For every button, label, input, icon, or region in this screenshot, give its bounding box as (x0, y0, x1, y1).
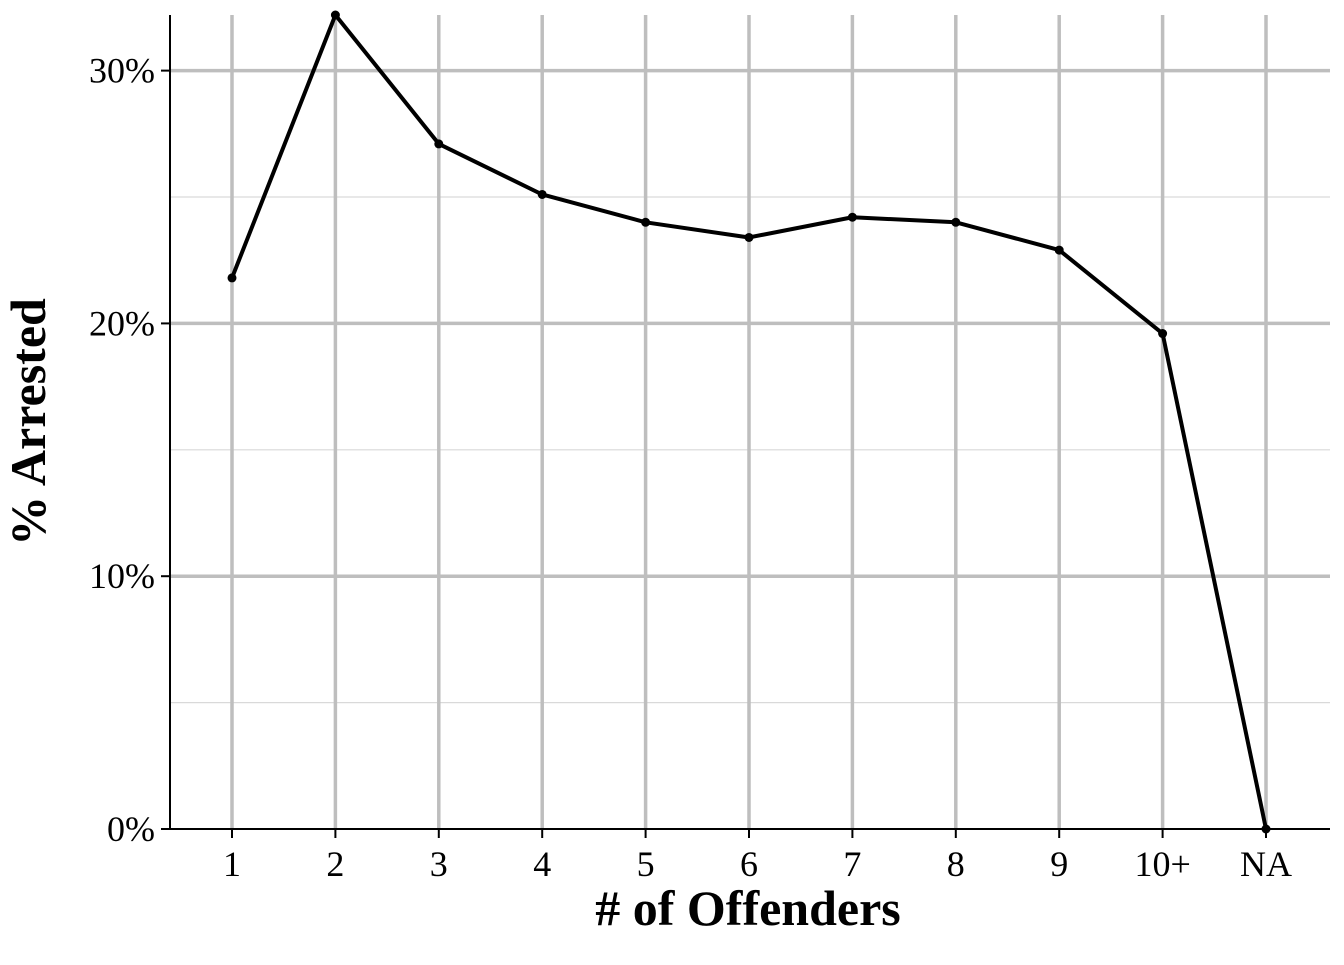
x-axis-title: # of Offenders (595, 880, 901, 936)
y-tick-label: 0% (107, 809, 155, 849)
x-tick-label: 4 (533, 844, 551, 884)
data-point (227, 273, 237, 283)
x-tick-label: NA (1240, 844, 1292, 884)
data-point (951, 217, 961, 227)
series (227, 10, 1271, 834)
data-point (744, 232, 754, 242)
grid (170, 15, 1330, 829)
axes (161, 15, 1330, 838)
x-tick-label: 9 (1050, 844, 1068, 884)
x-tick-label: 7 (843, 844, 861, 884)
data-point (1158, 329, 1168, 339)
x-tick-label: 8 (947, 844, 965, 884)
y-tick-label: 20% (89, 303, 155, 343)
x-tick-label: 2 (326, 844, 344, 884)
x-tick-label: 1 (223, 844, 241, 884)
x-tick-label: 10+ (1134, 844, 1190, 884)
data-point (330, 10, 340, 20)
data-point (641, 217, 651, 227)
y-tick-label: 10% (89, 556, 155, 596)
data-point (1261, 824, 1271, 834)
y-axis-title: % Arrested (0, 298, 56, 546)
data-point (537, 189, 547, 199)
data-point (1054, 245, 1064, 255)
x-tick-label: 5 (637, 844, 655, 884)
data-point (847, 212, 857, 222)
x-tick-label: 3 (430, 844, 448, 884)
x-tick-label: 6 (740, 844, 758, 884)
data-point (434, 139, 444, 149)
y-tick-label: 30% (89, 51, 155, 91)
tick-labels: 0% 10% 20% 30% 1 2 3 4 5 6 7 8 9 10+ NA (89, 51, 1292, 884)
